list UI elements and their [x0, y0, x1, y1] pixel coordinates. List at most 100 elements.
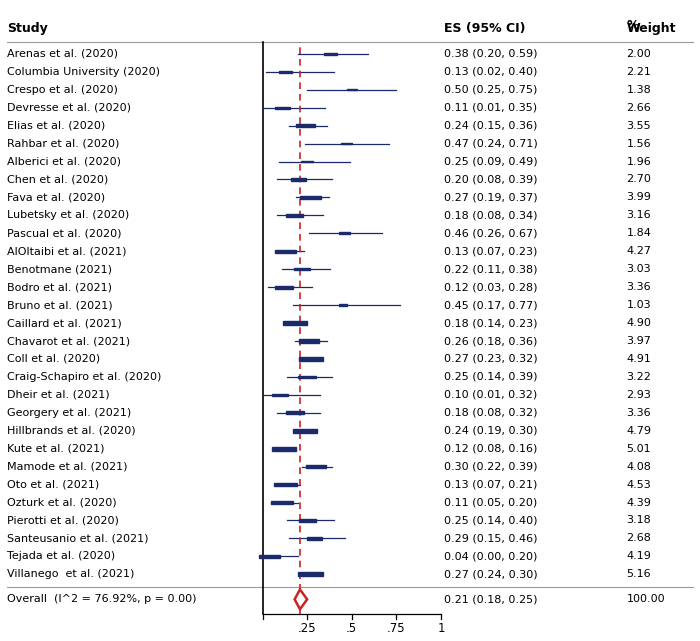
- Text: Lubetsky et al. (2020): Lubetsky et al. (2020): [7, 210, 130, 221]
- Text: Weight: Weight: [626, 22, 676, 35]
- Text: 2.00: 2.00: [626, 49, 651, 59]
- Text: 0.18 (0.08, 0.34): 0.18 (0.08, 0.34): [444, 210, 538, 221]
- Text: Pierotti et al. (2020): Pierotti et al. (2020): [7, 515, 119, 526]
- FancyBboxPatch shape: [259, 554, 280, 558]
- Text: 2.21: 2.21: [626, 67, 652, 77]
- FancyBboxPatch shape: [298, 572, 323, 576]
- Text: 3.97: 3.97: [626, 336, 652, 346]
- FancyBboxPatch shape: [272, 447, 296, 451]
- Text: 3.18: 3.18: [626, 515, 651, 526]
- Text: 3.55: 3.55: [626, 121, 651, 131]
- FancyBboxPatch shape: [341, 143, 351, 144]
- Text: 3.03: 3.03: [626, 264, 651, 274]
- Text: 0.04 (0.00, 0.20): 0.04 (0.00, 0.20): [444, 551, 538, 562]
- Text: Overall  (I^2 = 76.92%, p = 0.00): Overall (I^2 = 76.92%, p = 0.00): [7, 594, 197, 604]
- Text: 0.11 (0.01, 0.35): 0.11 (0.01, 0.35): [444, 103, 538, 113]
- Text: 5.01: 5.01: [626, 444, 651, 454]
- Text: Rahbar et al. (2020): Rahbar et al. (2020): [7, 138, 120, 149]
- Text: 0.11 (0.05, 0.20): 0.11 (0.05, 0.20): [444, 497, 538, 508]
- Text: Tejada et al. (2020): Tejada et al. (2020): [7, 551, 115, 562]
- Text: 1: 1: [438, 622, 444, 635]
- Text: 1.38: 1.38: [626, 85, 651, 95]
- Text: ES (95% CI): ES (95% CI): [444, 22, 526, 35]
- Text: 3.99: 3.99: [626, 192, 652, 203]
- FancyBboxPatch shape: [274, 106, 290, 109]
- FancyBboxPatch shape: [298, 376, 316, 378]
- Text: 0.24 (0.19, 0.30): 0.24 (0.19, 0.30): [444, 426, 538, 436]
- Text: 0.18 (0.14, 0.23): 0.18 (0.14, 0.23): [444, 318, 538, 328]
- Text: Pascual et al. (2020): Pascual et al. (2020): [7, 228, 122, 238]
- Text: Bodro et al. (2021): Bodro et al. (2021): [7, 282, 112, 292]
- Text: 0.12 (0.08, 0.16): 0.12 (0.08, 0.16): [444, 444, 538, 454]
- FancyBboxPatch shape: [286, 214, 303, 217]
- Text: Ozturk et al. (2020): Ozturk et al. (2020): [7, 497, 117, 508]
- FancyBboxPatch shape: [272, 394, 288, 396]
- Text: Hillbrands et al. (2020): Hillbrands et al. (2020): [7, 426, 136, 436]
- Text: 4.90: 4.90: [626, 318, 652, 328]
- FancyBboxPatch shape: [275, 286, 293, 288]
- Text: 0.46 (0.26, 0.67): 0.46 (0.26, 0.67): [444, 228, 538, 238]
- Text: Fava et al. (2020): Fava et al. (2020): [7, 192, 105, 203]
- Text: 4.08: 4.08: [626, 462, 652, 472]
- Text: 1.84: 1.84: [626, 228, 652, 238]
- Text: Dheir et al. (2021): Dheir et al. (2021): [7, 390, 110, 400]
- Text: Kute et al. (2021): Kute et al. (2021): [7, 444, 104, 454]
- Text: Georgery et al. (2021): Georgery et al. (2021): [7, 408, 132, 418]
- Text: 0.13 (0.02, 0.40): 0.13 (0.02, 0.40): [444, 67, 538, 77]
- Text: 5.16: 5.16: [626, 569, 651, 579]
- Text: 0.38 (0.20, 0.59): 0.38 (0.20, 0.59): [444, 49, 538, 59]
- Polygon shape: [295, 590, 307, 609]
- FancyBboxPatch shape: [299, 519, 316, 522]
- Text: Columbia University (2020): Columbia University (2020): [7, 67, 160, 77]
- Text: Chavarot et al. (2021): Chavarot et al. (2021): [7, 336, 130, 346]
- Text: 0.50 (0.25, 0.75): 0.50 (0.25, 0.75): [444, 85, 538, 95]
- Text: 0.45 (0.17, 0.77): 0.45 (0.17, 0.77): [444, 300, 538, 310]
- Text: 1.96: 1.96: [626, 156, 651, 167]
- Text: 0.30 (0.22, 0.39): 0.30 (0.22, 0.39): [444, 462, 538, 472]
- Text: 0.25 (0.14, 0.40): 0.25 (0.14, 0.40): [444, 515, 538, 526]
- Text: AlOltaibi et al. (2021): AlOltaibi et al. (2021): [7, 246, 127, 256]
- Text: Mamode et al. (2021): Mamode et al. (2021): [7, 462, 127, 472]
- Text: 0.25 (0.14, 0.39): 0.25 (0.14, 0.39): [444, 372, 538, 382]
- Text: Craig-Schapiro et al. (2020): Craig-Schapiro et al. (2020): [7, 372, 162, 382]
- FancyBboxPatch shape: [271, 501, 293, 504]
- FancyBboxPatch shape: [324, 53, 337, 54]
- Text: 0.27 (0.24, 0.30): 0.27 (0.24, 0.30): [444, 569, 538, 579]
- Text: 1.56: 1.56: [626, 138, 651, 149]
- Text: 2.66: 2.66: [626, 103, 651, 113]
- FancyBboxPatch shape: [286, 412, 304, 414]
- FancyBboxPatch shape: [307, 537, 322, 540]
- Text: Benotmane (2021): Benotmane (2021): [7, 264, 112, 274]
- FancyBboxPatch shape: [274, 483, 297, 487]
- Text: 0.47 (0.24, 0.71): 0.47 (0.24, 0.71): [444, 138, 538, 149]
- FancyBboxPatch shape: [283, 321, 307, 325]
- Text: Villanego  et al. (2021): Villanego et al. (2021): [7, 569, 134, 579]
- Text: Devresse et al. (2020): Devresse et al. (2020): [7, 103, 131, 113]
- Text: 3.22: 3.22: [626, 372, 652, 382]
- FancyBboxPatch shape: [279, 71, 293, 73]
- Text: 0.21 (0.18, 0.25): 0.21 (0.18, 0.25): [444, 594, 538, 604]
- Text: 0.26 (0.18, 0.36): 0.26 (0.18, 0.36): [444, 336, 538, 346]
- Text: Alberici et al. (2020): Alberici et al. (2020): [7, 156, 121, 167]
- Text: Study: Study: [7, 22, 48, 35]
- Text: 0.13 (0.07, 0.21): 0.13 (0.07, 0.21): [444, 479, 538, 490]
- Text: 100.00: 100.00: [626, 594, 665, 604]
- Text: 4.53: 4.53: [626, 479, 651, 490]
- Text: 0.13 (0.07, 0.23): 0.13 (0.07, 0.23): [444, 246, 538, 256]
- FancyBboxPatch shape: [339, 304, 347, 306]
- Text: Oto et al. (2021): Oto et al. (2021): [7, 479, 99, 490]
- Text: Chen et al. (2020): Chen et al. (2020): [7, 174, 108, 185]
- Text: Caillard et al. (2021): Caillard et al. (2021): [7, 318, 122, 328]
- FancyBboxPatch shape: [346, 89, 357, 90]
- FancyBboxPatch shape: [293, 429, 317, 433]
- Text: Santeusanio et al. (2021): Santeusanio et al. (2021): [7, 533, 148, 544]
- FancyBboxPatch shape: [339, 233, 351, 234]
- Text: 3.36: 3.36: [626, 408, 651, 418]
- Text: 4.91: 4.91: [626, 354, 652, 364]
- Text: 4.19: 4.19: [626, 551, 652, 562]
- Text: 1.03: 1.03: [626, 300, 651, 310]
- Text: 4.79: 4.79: [626, 426, 652, 436]
- Text: 2.93: 2.93: [626, 390, 652, 400]
- FancyBboxPatch shape: [301, 161, 313, 162]
- FancyBboxPatch shape: [299, 357, 323, 361]
